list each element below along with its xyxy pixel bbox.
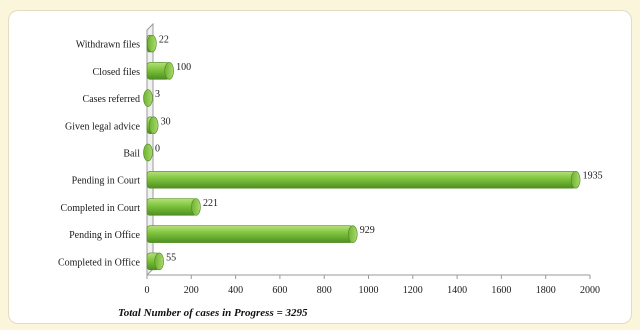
data-label: 100 bbox=[176, 62, 191, 73]
axes: 0 200 400 600 800 1000 1200 1400 1600 1800 2000 bbox=[145, 22, 600, 296]
data-label: 0 bbox=[155, 144, 160, 155]
category-label: Completed in Court bbox=[61, 203, 141, 214]
x-tick-label: 800 bbox=[317, 285, 332, 296]
bar bbox=[143, 89, 153, 107]
bar-cap bbox=[147, 34, 157, 53]
chart-frame bbox=[8, 10, 632, 324]
bar bbox=[146, 116, 159, 135]
bar bbox=[146, 198, 201, 216]
x-tick-label: 1400 bbox=[447, 285, 467, 296]
data-label: 1935 bbox=[583, 171, 603, 182]
x-tick-label: 0 bbox=[145, 285, 150, 296]
bar bbox=[146, 34, 157, 53]
bar bbox=[146, 252, 164, 271]
bar-cap bbox=[143, 89, 153, 107]
category-label: Given legal advice bbox=[65, 121, 141, 132]
category-label: Cases referred bbox=[83, 94, 140, 105]
x-tick-label: 1000 bbox=[359, 285, 379, 296]
category-label: Completed in Office bbox=[58, 257, 141, 268]
category-label: Pending in Office bbox=[69, 230, 140, 241]
x-tick-label: 1200 bbox=[403, 285, 423, 296]
bar-body bbox=[146, 225, 354, 243]
bar-body bbox=[146, 198, 197, 216]
bar bbox=[146, 62, 174, 80]
bar-cap bbox=[164, 62, 174, 80]
category-label: Closed files bbox=[93, 67, 141, 78]
bar bbox=[146, 225, 358, 243]
bars bbox=[143, 34, 581, 271]
bar-cap bbox=[143, 143, 153, 162]
data-label: 22 bbox=[159, 35, 169, 46]
labels: 55 Completed in Office 929 Pending in Offic… bbox=[58, 35, 603, 269]
x-tick-label: 1800 bbox=[536, 285, 556, 296]
bar-cap bbox=[347, 225, 358, 243]
category-label: Bail bbox=[123, 149, 140, 160]
data-label: 3 bbox=[155, 89, 160, 100]
data-label: 55 bbox=[166, 252, 176, 263]
bar-body bbox=[146, 170, 576, 189]
x-axis-title: Total Number of cases in Progress = 3295 bbox=[118, 307, 308, 319]
data-label: 221 bbox=[203, 198, 218, 209]
category-label: Pending in Court bbox=[72, 176, 141, 187]
category-label: Withdrawn files bbox=[76, 40, 140, 51]
x-tick-label: 1600 bbox=[491, 285, 511, 296]
x-tick-label: 600 bbox=[272, 285, 287, 296]
bar bbox=[146, 170, 581, 189]
bar-cap bbox=[191, 198, 201, 216]
bar-cap bbox=[154, 252, 164, 271]
bar bbox=[143, 143, 153, 162]
bar-cap bbox=[148, 116, 159, 135]
data-label: 929 bbox=[360, 225, 375, 236]
x-tick-label: 200 bbox=[184, 285, 199, 296]
data-label: 30 bbox=[161, 116, 171, 127]
x-tick-label: 2000 bbox=[580, 285, 600, 296]
x-tick-label: 400 bbox=[228, 285, 243, 296]
bar-cap bbox=[570, 170, 581, 189]
